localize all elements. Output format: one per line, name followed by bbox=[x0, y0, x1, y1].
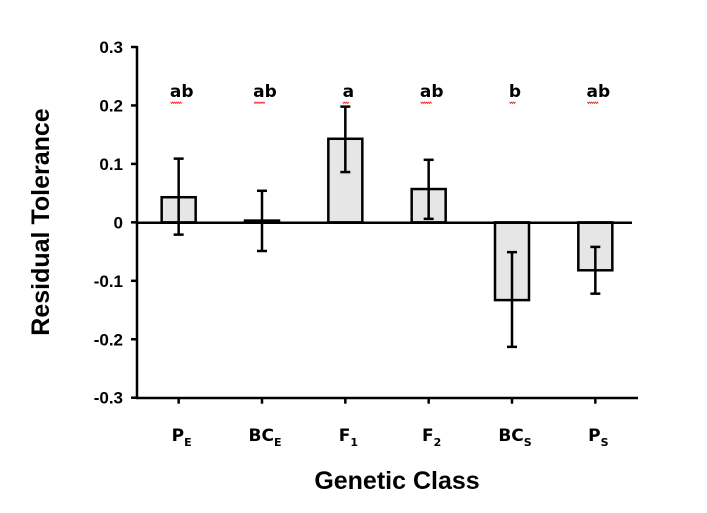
spellcheck-underline bbox=[253, 101, 266, 105]
x-axis-label: Genetic Class bbox=[314, 467, 479, 495]
error-bar bbox=[340, 105, 351, 174]
spellcheck-underline bbox=[420, 101, 433, 105]
x-tick-label: F2 bbox=[422, 426, 441, 449]
error-bar bbox=[507, 250, 517, 349]
error-bar bbox=[257, 189, 267, 253]
error-bar bbox=[423, 158, 434, 221]
significance-letter: a bbox=[343, 82, 354, 102]
y-tick-label: 0.3 bbox=[99, 38, 123, 57]
category-main: F bbox=[339, 426, 351, 446]
spellcheck-underline bbox=[342, 101, 350, 105]
category-main: BC bbox=[249, 426, 274, 446]
significance-letter: b bbox=[509, 82, 521, 102]
category-subscript: 1 bbox=[350, 436, 358, 449]
y-tick-label: 0.1 bbox=[99, 155, 123, 174]
error-bar bbox=[590, 245, 601, 295]
y-tick-label: 0.2 bbox=[99, 96, 123, 115]
category-main: BC bbox=[498, 426, 523, 446]
category-subscript: E bbox=[274, 436, 282, 449]
category-main: P bbox=[588, 426, 600, 446]
category-main: P bbox=[172, 426, 184, 446]
x-tick-label: F1 bbox=[339, 426, 358, 449]
significance-letter: ab bbox=[587, 82, 611, 102]
category-subscript: S bbox=[601, 436, 609, 449]
error-bar bbox=[173, 157, 184, 236]
y-tick-label: -0.2 bbox=[94, 330, 123, 349]
y-tick-label: -0.1 bbox=[94, 272, 123, 291]
spellcheck-underline bbox=[170, 101, 183, 105]
spellcheck-underline bbox=[586, 101, 599, 105]
significance-letter: ab bbox=[253, 82, 277, 102]
y-tick-label: -0.3 bbox=[94, 389, 123, 408]
x-tick-label: BCS bbox=[498, 426, 531, 449]
category-subscript: E bbox=[184, 436, 192, 449]
y-tick-label: 0 bbox=[114, 213, 123, 232]
y-axis-label: Residual Tolerance bbox=[27, 108, 55, 335]
category-main: F bbox=[422, 426, 434, 446]
significance-letter: ab bbox=[420, 82, 444, 102]
spellcheck-underline bbox=[509, 101, 516, 105]
x-tick-label: BCE bbox=[249, 426, 282, 449]
x-tick-label: PE bbox=[172, 426, 192, 449]
x-tick-label: PS bbox=[588, 426, 608, 449]
category-subscript: S bbox=[524, 436, 532, 449]
category-subscript: 2 bbox=[434, 436, 442, 449]
significance-letter: ab bbox=[170, 82, 194, 102]
